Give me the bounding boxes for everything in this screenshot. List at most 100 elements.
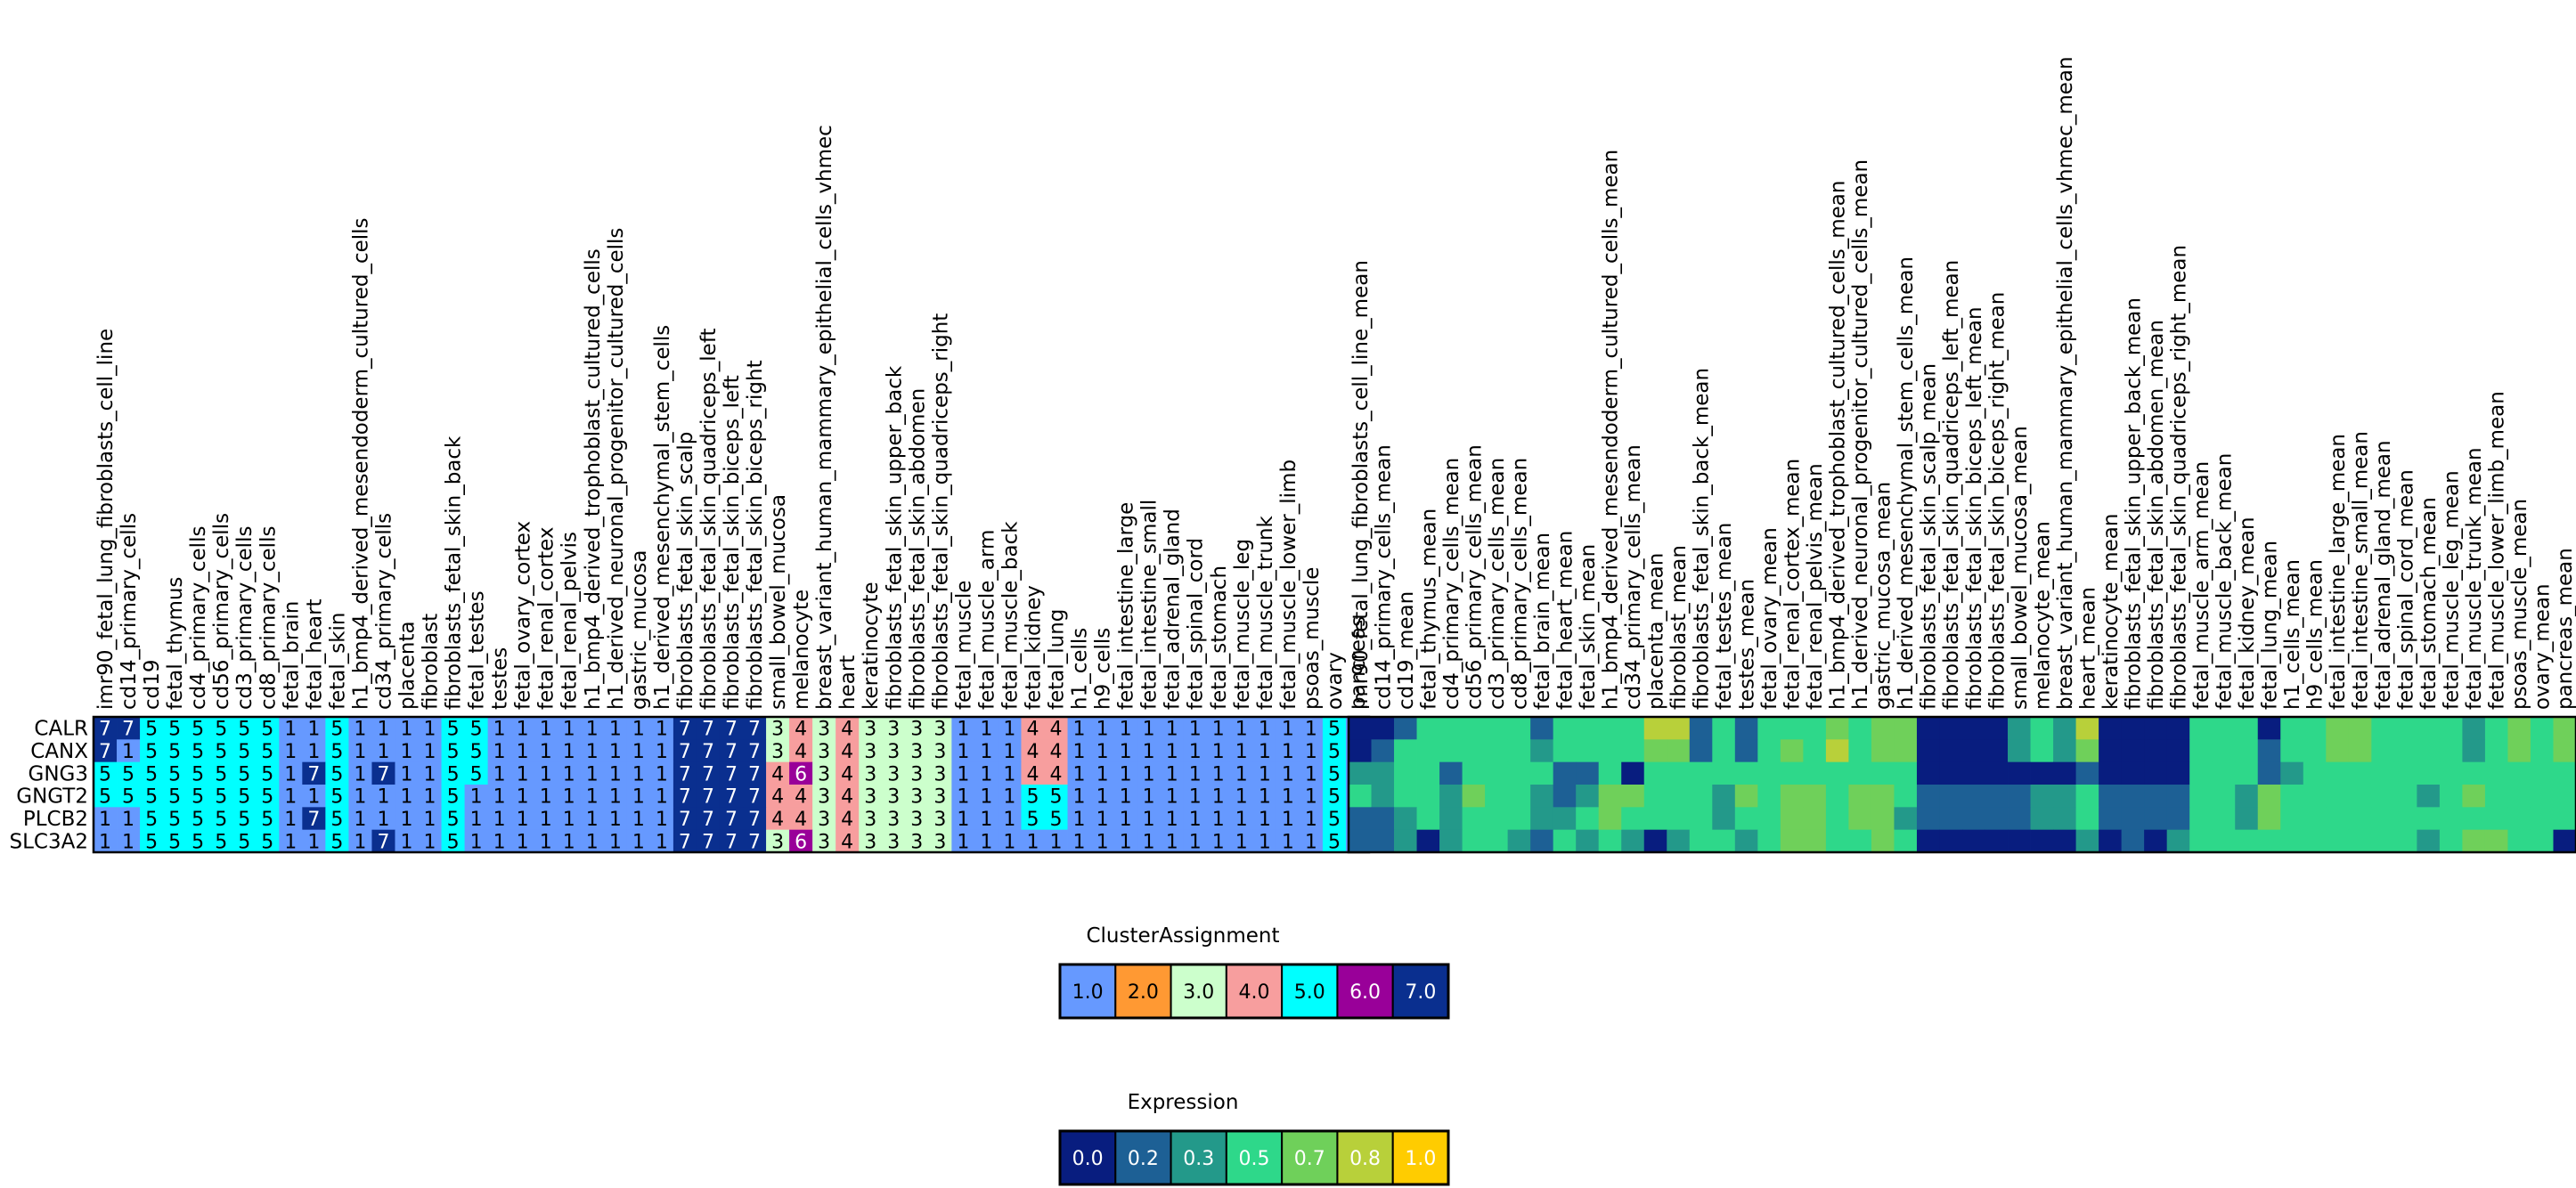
heatmap-cell [1021, 739, 1045, 763]
heatmap-cell [696, 785, 721, 808]
column-label: fibroblasts_fetal_skin_biceps_right_mean [1985, 292, 2009, 710]
heatmap-cell [1712, 739, 1736, 763]
cell-value-label: 1 [1212, 763, 1225, 785]
cell-value-label: 1 [1305, 809, 1317, 831]
cell-value-label: 5 [238, 786, 250, 809]
heatmap-cell [2462, 785, 2486, 808]
heatmap-cell [719, 807, 744, 831]
heatmap-cell [1939, 717, 1963, 740]
cell-value-label: 1 [493, 786, 506, 809]
heatmap-cell [1985, 785, 2009, 808]
heatmap-cell [1394, 761, 1417, 785]
heatmap-cell [1137, 829, 1162, 853]
column-label: cd4_primary_cells_mean [1440, 458, 1463, 710]
heatmap-cell [2484, 717, 2508, 740]
cell-value-label: 1 [284, 741, 297, 763]
cell-value-label: 7 [725, 741, 738, 763]
heatmap-cell [2280, 785, 2304, 808]
cell-value-label: 1 [1143, 741, 1155, 763]
heatmap-cell [2075, 739, 2099, 763]
cell-value-label: 5 [1050, 809, 1063, 831]
cell-value-label: 3 [887, 809, 900, 831]
cell-value-label: 7 [702, 763, 714, 785]
heatmap-cell [1183, 717, 1208, 740]
heatmap-cell [905, 829, 929, 853]
heatmap-cell [789, 829, 813, 853]
heatmap-cell [2053, 807, 2076, 831]
cell-value-label: 1 [1235, 741, 1248, 763]
column-label: fetal_spinal_cord_mean [2395, 469, 2418, 710]
heatmap-cell [395, 829, 419, 853]
heatmap-cell [557, 785, 582, 808]
cell-value-label: 3 [818, 809, 830, 831]
heatmap-cell [1507, 739, 1531, 763]
heatmap-cell [1462, 717, 1486, 740]
column-label: h9_cells [1092, 628, 1115, 710]
cell-value-label: 4 [841, 831, 853, 853]
heatmap-cell [2553, 761, 2576, 785]
cell-value-label: 4 [841, 741, 853, 763]
cell-value-label: 5 [447, 741, 460, 763]
cell-value-label: 1 [1212, 719, 1225, 741]
heatmap-cell [2212, 717, 2236, 740]
cell-value-label: 1 [424, 786, 436, 809]
cell-value-label: 3 [933, 786, 946, 809]
heatmap-cell [2530, 829, 2554, 853]
heatmap-cell [2530, 761, 2554, 785]
heatmap-cell [743, 739, 767, 763]
heatmap-cell [649, 807, 674, 831]
cell-value-label: 1 [1073, 809, 1086, 831]
cell-value-label: 1 [284, 719, 297, 741]
heatmap-cell [1916, 761, 1940, 785]
column-label: h1_bmp4_derived_mesendoderm_cultured_cel… [1599, 150, 1622, 710]
heatmap-cell [1137, 739, 1162, 763]
column-label: fetal_adrenal_gland_mean [2372, 440, 2395, 710]
cell-value-label: 1 [563, 786, 575, 809]
heatmap-cell [1137, 761, 1162, 785]
heatmap-cell [1757, 761, 1781, 785]
expression-legend-title: Expression [1128, 1091, 1239, 1114]
heatmap-cell [1803, 739, 1827, 763]
heatmap-cell [140, 785, 164, 808]
legend-swatch [1225, 1130, 1284, 1185]
heatmap-cell [325, 785, 349, 808]
heatmap-cell [603, 807, 628, 831]
column-label: fetal_ovary_cortex [512, 521, 535, 710]
heatmap-cell [1206, 785, 1231, 808]
cell-value-label: 1 [1050, 831, 1063, 853]
cell-value-label: 1 [586, 763, 599, 785]
heatmap-cell [395, 717, 419, 740]
column-label: fetal_brain [280, 601, 303, 710]
heatmap-cell [2212, 761, 2236, 785]
cell-value-label: 5 [215, 741, 227, 763]
heatmap-cell [1689, 807, 1713, 831]
heatmap-cell [2303, 807, 2327, 831]
heatmap-cell [302, 829, 326, 853]
cell-value-label: 3 [818, 763, 830, 785]
heatmap-cell [2075, 761, 2099, 785]
cell-value-label: 5 [122, 763, 135, 785]
cell-value-label: 1 [424, 763, 436, 785]
heatmap-cell [2121, 717, 2145, 740]
column-label: gastric_mucosa [628, 550, 651, 710]
heatmap-cell [2507, 807, 2531, 831]
cell-value-label: 7 [122, 719, 135, 741]
heatmap-cell [1090, 739, 1114, 763]
column-label: fetal_thymus_mean [1417, 509, 1440, 710]
column-label: fetal_muscle_lower_limb [1277, 460, 1300, 710]
cell-value-label: 1 [1212, 831, 1225, 853]
heatmap-cell [2235, 761, 2259, 785]
heatmap-cell [626, 717, 651, 740]
cell-value-label: 4 [771, 786, 784, 809]
heatmap-cell [1044, 739, 1068, 763]
heatmap-cell [2417, 785, 2441, 808]
heatmap-cell [1160, 717, 1185, 740]
column-label: fetal_intestine_small [1138, 500, 1162, 710]
heatmap-cell [2235, 717, 2259, 740]
cell-value-label: 1 [284, 763, 297, 785]
heatmap-cell [1621, 807, 1645, 831]
heatmap-cell [2303, 829, 2327, 853]
heatmap-cell [1322, 785, 1347, 808]
heatmap-cell [1299, 717, 1324, 740]
cell-value-label: 5 [168, 831, 181, 853]
